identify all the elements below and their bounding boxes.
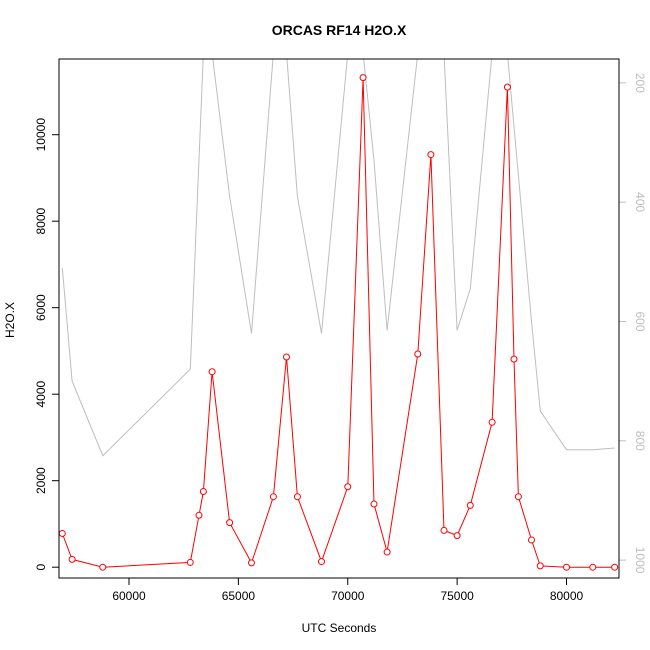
- data-point: [414, 350, 422, 358]
- data-point: [370, 500, 378, 508]
- data-point: [503, 83, 511, 91]
- data-point: [283, 353, 290, 361]
- data-point: [186, 558, 194, 566]
- data-point: [318, 558, 325, 566]
- y-tick-label: 2000: [34, 467, 48, 494]
- data-point: [59, 529, 66, 537]
- data-point: [427, 151, 435, 159]
- y2-tick-label: 1000: [633, 547, 647, 574]
- data-point: [611, 563, 619, 571]
- y-tick-label: 8000: [34, 208, 48, 235]
- plot-frame: [58, 58, 620, 579]
- x-tick-label: 65000: [222, 589, 256, 603]
- data-point: [293, 493, 301, 501]
- data-point: [514, 493, 522, 501]
- data-point: [208, 368, 216, 376]
- data-point: [269, 493, 277, 501]
- data-point: [199, 488, 207, 495]
- series-layer: [59, 59, 619, 571]
- chart-title: ORCAS RF14 H2O.X: [272, 22, 407, 38]
- pressure-series-line: [61, 59, 615, 457]
- data-point: [99, 563, 107, 571]
- x-tick-label: 60000: [112, 589, 146, 603]
- data-point: [68, 555, 76, 563]
- y-tick-label: 4000: [34, 381, 48, 408]
- data-point: [359, 74, 367, 82]
- data-point: [536, 562, 544, 570]
- data-point: [563, 563, 570, 571]
- y-tick-label: 6000: [34, 294, 48, 321]
- y-axis-label: H2O.X: [3, 302, 17, 338]
- data-point: [195, 511, 203, 519]
- data-point: [383, 548, 391, 556]
- data-point: [528, 536, 535, 544]
- data-point: [466, 501, 474, 509]
- y-tick-label: 0: [34, 564, 48, 571]
- data-point: [248, 559, 255, 567]
- data-point: [453, 532, 461, 540]
- data-point: [226, 519, 234, 527]
- x-tick-label: 75000: [440, 589, 474, 603]
- x-tick-label: 80000: [550, 589, 584, 603]
- data-point: [510, 355, 518, 363]
- data-point: [440, 526, 448, 534]
- y-tick-label: 10000: [34, 118, 48, 152]
- data-point: [488, 418, 496, 426]
- y2-tick-label: 200: [633, 73, 647, 93]
- y2-tick-label: 800: [633, 431, 647, 451]
- y2-tick-label: 400: [633, 192, 647, 212]
- x-tick-label: 70000: [331, 589, 365, 603]
- y2-tick-label: 600: [633, 311, 647, 331]
- data-point: [589, 563, 597, 571]
- data-point: [344, 483, 352, 491]
- x-axis-label: UTC Seconds: [302, 621, 377, 635]
